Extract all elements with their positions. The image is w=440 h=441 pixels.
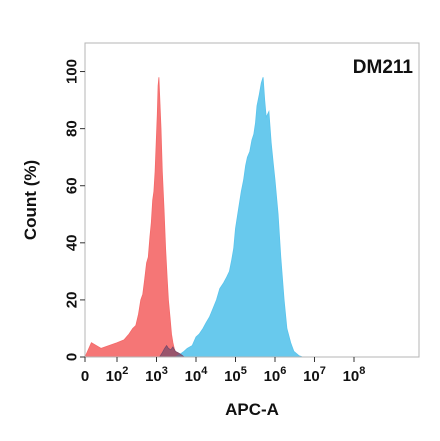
sample-annotation: DM211	[353, 57, 414, 78]
y-tick-label: 40	[63, 234, 80, 251]
x-tick-label: 105	[224, 365, 247, 385]
x-tick-label: 102	[106, 365, 129, 385]
y-axis-label: Count (%)	[21, 160, 40, 240]
histogram-series-3	[158, 344, 186, 358]
series-layer	[84, 77, 303, 358]
x-tick-label: 0	[81, 368, 89, 385]
y-tick-label: 0	[63, 353, 80, 361]
x-tick-label: 103	[145, 365, 168, 385]
x-axis: 0 102 103 104 105 106 107 108	[81, 357, 366, 385]
x-tick-label: 108	[343, 365, 366, 385]
x-tick-label: 107	[303, 365, 326, 385]
plot-frame	[84, 42, 420, 358]
x-axis-label: APC-A	[225, 400, 279, 419]
histogram-series-2	[173, 77, 303, 358]
y-tick-label: 80	[63, 120, 80, 137]
x-tick-label: 104	[185, 365, 209, 385]
y-axis: 0 20 40 60 80 100	[63, 59, 85, 361]
y-tick-label: 60	[63, 177, 80, 194]
histogram-series-1	[84, 77, 186, 358]
y-tick-label: 100	[63, 59, 80, 84]
x-tick-label: 106	[264, 365, 287, 385]
y-tick-label: 20	[63, 292, 80, 309]
